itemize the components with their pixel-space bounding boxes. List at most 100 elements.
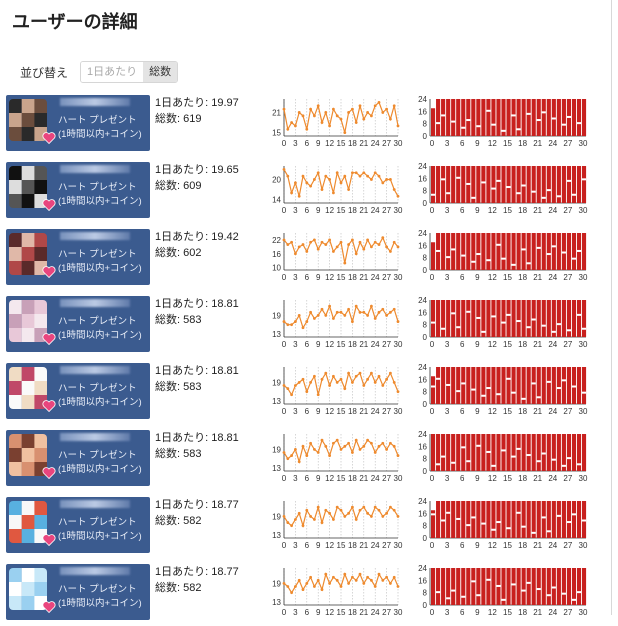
user-thumbnail[interactable]: ハート プレゼント (1時間以内+コイン) bbox=[6, 296, 150, 352]
data-point bbox=[377, 243, 381, 246]
data-point bbox=[301, 174, 305, 178]
total-stat: 総数: 582 bbox=[155, 582, 202, 594]
line-chart: 14 20 0 3 6 9 12 15 18 21 24 27 30 bbox=[272, 166, 403, 215]
avatar-tile bbox=[9, 113, 22, 128]
avatar-tile bbox=[34, 367, 47, 382]
user-thumbnail[interactable]: ハート プレゼント (1時間以内+コイン) bbox=[6, 430, 150, 486]
user-thumbnail[interactable]: ハート プレゼント (1時間以内+コイン) bbox=[6, 564, 150, 620]
avatar-mosaic bbox=[9, 434, 47, 476]
hour-bar bbox=[436, 501, 441, 538]
avatar-tile bbox=[9, 261, 22, 275]
data-point bbox=[347, 111, 350, 114]
x-tick-label: 24 bbox=[371, 474, 380, 483]
x-tick-label: 24 bbox=[548, 608, 557, 617]
data-point bbox=[324, 444, 328, 448]
data-point bbox=[294, 518, 297, 521]
hour-gap bbox=[571, 385, 577, 388]
hour-bar bbox=[476, 233, 481, 270]
user-row[interactable]: ハート プレゼント (1時間以内+コイン) 1日あたり: 19.65 総数: 609 1… bbox=[6, 162, 606, 224]
hour-bar bbox=[506, 166, 511, 203]
hour-bar bbox=[536, 367, 541, 404]
hour-gap bbox=[561, 379, 566, 382]
avatar-tile bbox=[9, 582, 22, 597]
user-row[interactable]: ハート プレゼント (1時間以内+コイン) 1日あたり: 19.97 総数: 619 1… bbox=[6, 95, 606, 157]
blurred-username bbox=[60, 165, 130, 173]
hour-bar bbox=[461, 233, 466, 270]
user-row[interactable]: ハート プレゼント (1時間以内+コイン) 1日あたり: 18.77 総数: 582 1… bbox=[6, 497, 606, 559]
avatar-tile bbox=[9, 233, 22, 248]
x-tick-label: 3 bbox=[293, 407, 298, 416]
data-point bbox=[290, 323, 293, 327]
hour-bar bbox=[531, 166, 536, 203]
data-point bbox=[297, 511, 301, 515]
hour-bar bbox=[486, 166, 491, 203]
sort-option-total[interactable]: 総数 bbox=[143, 62, 178, 82]
hour-gap bbox=[461, 126, 466, 129]
hour-gap bbox=[511, 583, 516, 586]
hour-bar bbox=[521, 367, 526, 404]
sort-toggle-group: 1日あたり 総数 bbox=[80, 61, 179, 83]
sort-option-per-day[interactable]: 1日あたり bbox=[81, 62, 144, 82]
avatar-tile bbox=[21, 127, 35, 141]
y-tick-label: 0 bbox=[423, 132, 428, 141]
hour-bar bbox=[481, 434, 486, 471]
hour-bar bbox=[486, 233, 491, 270]
data-point bbox=[358, 240, 362, 244]
hour-bar bbox=[516, 501, 521, 538]
user-thumbnail[interactable]: ハート プレゼント (1時間以内+コイン) bbox=[6, 229, 150, 285]
avatar-tile bbox=[9, 300, 22, 315]
hour-gap bbox=[451, 120, 456, 123]
hour-bar bbox=[531, 568, 536, 605]
hour-bar bbox=[526, 501, 531, 538]
hour-gap bbox=[461, 382, 466, 385]
avatar-tile bbox=[34, 300, 47, 315]
data-point bbox=[286, 585, 290, 588]
x-tick-label: 6 bbox=[305, 139, 310, 148]
user-thumbnail[interactable]: ハート プレゼント (1時間以内+コイン) bbox=[6, 497, 150, 553]
hour-gap bbox=[541, 324, 546, 327]
blurred-username bbox=[60, 433, 130, 441]
data-point bbox=[389, 250, 392, 253]
hour-bar bbox=[501, 501, 506, 538]
user-row[interactable]: ハート プレゼント (1時間以内+コイン) 1日あたり: 18.77 総数: 582 1… bbox=[6, 564, 606, 626]
hour-bar bbox=[461, 501, 466, 538]
hour-gap bbox=[466, 460, 471, 463]
x-tick-label: 30 bbox=[579, 541, 588, 550]
user-row[interactable]: ハート プレゼント (1時間以内+コイン) 1日あたり: 18.81 総数: 583 1… bbox=[6, 296, 606, 358]
hour-bar bbox=[521, 434, 526, 471]
hour-bar bbox=[431, 108, 436, 136]
user-row[interactable]: ハート プレゼント (1時間以内+コイン) 1日あたり: 18.81 総数: 583 1… bbox=[6, 430, 606, 492]
gift-title: ハート プレゼント bbox=[58, 182, 137, 193]
data-point bbox=[316, 505, 320, 509]
hour-bar bbox=[521, 568, 526, 605]
y-tick-label: 19 bbox=[272, 579, 281, 588]
user-thumbnail[interactable]: ハート プレゼント (1時間以内+コイン) bbox=[6, 162, 150, 218]
user-row[interactable]: ハート プレゼント (1時間以内+コイン) 1日あたり: 19.42 総数: 602 1… bbox=[6, 229, 606, 291]
data-point bbox=[351, 320, 354, 323]
data-point bbox=[313, 374, 316, 378]
data-point bbox=[373, 505, 377, 509]
x-tick-label: 3 bbox=[293, 206, 298, 215]
data-point bbox=[343, 387, 347, 390]
hour-bar bbox=[481, 166, 486, 203]
user-row[interactable]: ハート プレゼント (1時間以内+コイン) 1日あたり: 18.81 総数: 583 1… bbox=[6, 363, 606, 425]
data-point bbox=[389, 117, 392, 121]
y-tick-label: 24 bbox=[418, 95, 427, 104]
x-tick-label: 21 bbox=[359, 474, 368, 483]
hour-gap bbox=[546, 253, 551, 256]
x-tick-label: 6 bbox=[305, 340, 310, 349]
y-tick-label: 8 bbox=[423, 321, 428, 330]
data-point bbox=[370, 304, 373, 308]
user-stats: 1日あたり: 18.81 総数: 583 bbox=[155, 363, 239, 395]
data-point bbox=[370, 114, 373, 118]
user-thumbnail[interactable]: ハート プレゼント (1時間以内+コイン) bbox=[6, 363, 150, 419]
user-thumbnail[interactable]: ハート プレゼント (1時間以内+コイン) bbox=[6, 95, 150, 151]
x-tick-label: 0 bbox=[430, 340, 435, 349]
hour-bar bbox=[566, 501, 571, 538]
data-point bbox=[324, 174, 328, 178]
data-point bbox=[385, 314, 388, 317]
avatar-tile bbox=[34, 434, 47, 449]
hour-gap bbox=[491, 464, 496, 467]
x-tick-label: 0 bbox=[282, 608, 287, 617]
